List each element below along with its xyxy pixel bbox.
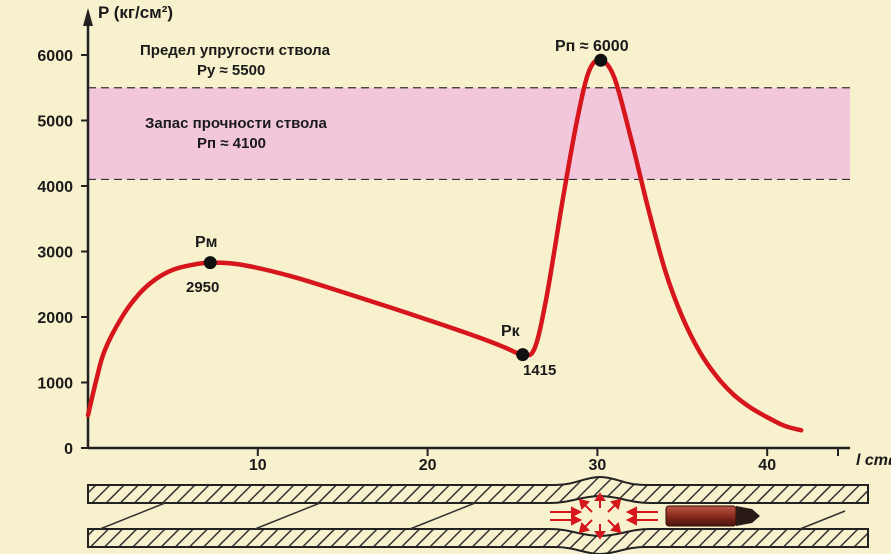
y-tick-label: 3000 bbox=[37, 245, 73, 262]
x-tick-label: 30 bbox=[589, 457, 607, 474]
y-tick-label: 1000 bbox=[37, 376, 73, 393]
axes bbox=[83, 8, 850, 450]
key-point-marker bbox=[203, 256, 217, 270]
strength-margin-band bbox=[88, 87, 850, 180]
elastic-limit-title: Предел упругости ствола bbox=[140, 42, 331, 59]
key-point-marker bbox=[516, 348, 530, 362]
y-ticks: 0 1000 2000 3000 4000 5000 6000 bbox=[37, 48, 88, 458]
rifling-lines bbox=[99, 502, 846, 530]
barrel-illustration bbox=[87, 475, 869, 554]
y-axis-arrow bbox=[83, 8, 93, 26]
pressure-curve bbox=[85, 57, 804, 433]
elastic-limit-value: Pу ≈ 5500 bbox=[197, 62, 265, 79]
x-tick-label: 20 bbox=[419, 457, 437, 474]
y-axis-label: P (кг/см²) bbox=[98, 3, 173, 22]
y-tick-label: 6000 bbox=[37, 48, 73, 65]
x-tick-label: 40 bbox=[758, 457, 776, 474]
x-tick-label: 10 bbox=[249, 457, 267, 474]
strength-margin-value: Pп ≈ 4100 bbox=[197, 135, 266, 152]
point-label-pm: Pм bbox=[195, 234, 218, 251]
point-value-pk: 1415 bbox=[523, 362, 556, 379]
key-points bbox=[203, 53, 608, 362]
key-point-marker bbox=[594, 53, 608, 67]
point-value-pm: 2950 bbox=[186, 279, 219, 296]
x-axis-label: l ств bbox=[856, 452, 891, 469]
point-label-pp: Pп ≈ 6000 bbox=[555, 38, 629, 55]
point-label-pk: Pк bbox=[501, 323, 521, 340]
y-tick-label: 2000 bbox=[37, 310, 73, 327]
bullet bbox=[665, 505, 760, 527]
y-tick-label: 5000 bbox=[37, 114, 73, 131]
gas-pressure-arrows bbox=[550, 492, 658, 540]
barrel-top-wall bbox=[87, 475, 869, 504]
y-tick-label: 4000 bbox=[37, 179, 73, 196]
y-tick-label: 0 bbox=[64, 441, 73, 458]
barrel-bottom-wall bbox=[87, 528, 869, 554]
strength-margin-title: Запас прочности ствола bbox=[145, 115, 328, 132]
x-ticks: 10 20 30 40 bbox=[249, 448, 839, 474]
